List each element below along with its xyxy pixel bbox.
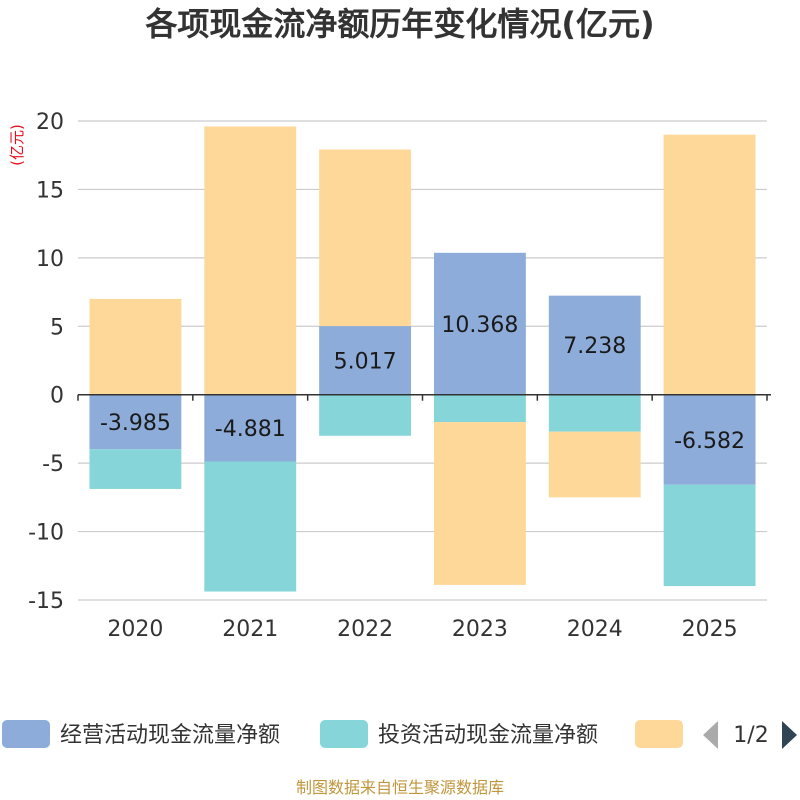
legend-swatch-operating[interactable] bbox=[2, 720, 50, 748]
bar-2022-series-0[interactable] bbox=[319, 326, 412, 395]
bar-2023-series-0[interactable] bbox=[433, 252, 526, 395]
bar-2024-series-2[interactable] bbox=[548, 431, 641, 498]
y-tick-label: 0 bbox=[50, 384, 64, 409]
y-tick-label: 10 bbox=[36, 247, 64, 272]
y-axis-label: (亿元) bbox=[8, 124, 26, 166]
bar-2021-series-2[interactable] bbox=[204, 126, 297, 395]
data-label-2021: -4.881 bbox=[215, 417, 286, 442]
data-label-2020: -3.985 bbox=[100, 411, 171, 436]
bar-2020-series-2[interactable] bbox=[89, 298, 182, 395]
bar-2023-series-1[interactable] bbox=[433, 394, 526, 423]
bar-2024-series-1[interactable] bbox=[548, 394, 641, 432]
x-tick-label: 2021 bbox=[222, 617, 278, 642]
grid-layer bbox=[78, 120, 767, 601]
x-tick-label: 2025 bbox=[682, 617, 738, 642]
label-layer: -3.985 -4.881 5.017 10.368 7.238 -6.582 bbox=[100, 313, 745, 454]
legend: 经营活动现金流量净额 投资活动现金流量净额 1/2 bbox=[2, 720, 797, 749]
y-tick-label: -5 bbox=[42, 452, 64, 477]
bar-2025-series-0[interactable] bbox=[663, 394, 756, 485]
bar-2023-series-2[interactable] bbox=[433, 422, 526, 585]
legend-label-operating[interactable]: 经营活动现金流量净额 bbox=[60, 723, 280, 748]
legend-page-indicator: 1/2 bbox=[733, 723, 768, 748]
bar-2020-series-0[interactable] bbox=[89, 394, 182, 450]
y-tick-label: -15 bbox=[28, 589, 64, 614]
y-tick-label: 15 bbox=[36, 178, 64, 203]
legend-next-page-icon[interactable] bbox=[782, 721, 797, 749]
bar-2025-series-2[interactable] bbox=[663, 134, 756, 395]
legend-label-investing[interactable]: 投资活动现金流量净额 bbox=[378, 723, 598, 748]
bar-2021-series-1[interactable] bbox=[204, 461, 297, 592]
axis-layer: 20 15 10 5 0 -5 -10 -15 2020 2021 2022 2023 2024 2025 bbox=[28, 110, 771, 642]
x-tick-label: 2023 bbox=[452, 617, 508, 642]
x-tick-label: 2024 bbox=[567, 617, 623, 642]
source-note: 制图数据来自恒生聚源数据库 bbox=[296, 778, 504, 797]
y-tick-label: 5 bbox=[50, 315, 64, 340]
bar-2024-series-0[interactable] bbox=[548, 295, 641, 395]
data-label-2025: -6.582 bbox=[674, 429, 745, 454]
data-label-2023: 10.368 bbox=[441, 313, 518, 338]
chart-title: 各项现金流净额历年变化情况(亿元) bbox=[145, 5, 654, 43]
bar-2022-series-1[interactable] bbox=[319, 394, 412, 436]
legend-swatch-investing[interactable] bbox=[320, 720, 368, 748]
bar-2020-series-1[interactable] bbox=[89, 449, 182, 489]
data-label-2024: 7.238 bbox=[563, 334, 626, 359]
legend-swatch-financing[interactable] bbox=[635, 720, 683, 748]
bar-layer bbox=[89, 126, 756, 592]
x-tick-label: 2022 bbox=[337, 617, 393, 642]
bar-2022-series-2[interactable] bbox=[319, 149, 412, 327]
bar-2025-series-1[interactable] bbox=[663, 484, 756, 587]
y-tick-label: 20 bbox=[36, 110, 64, 135]
x-tick-label: 2020 bbox=[107, 617, 163, 642]
y-tick-label: -10 bbox=[28, 521, 64, 546]
data-label-2022: 5.017 bbox=[334, 349, 397, 374]
legend-prev-page-icon[interactable] bbox=[703, 721, 718, 749]
bar-2021-series-0[interactable] bbox=[204, 394, 297, 462]
